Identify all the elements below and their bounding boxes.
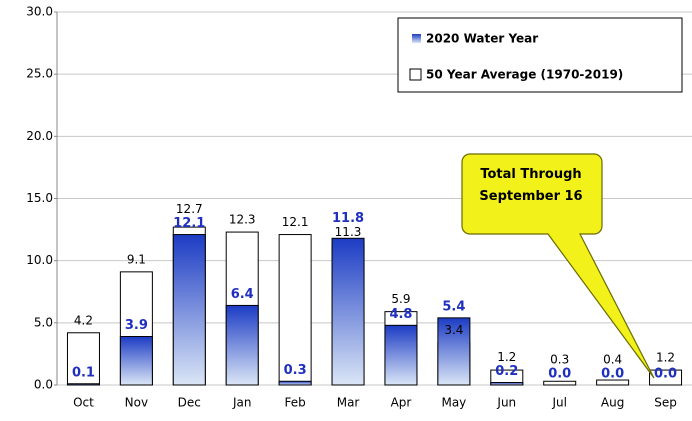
- value-label-2020: 0.0: [601, 367, 624, 382]
- value-label-2020: 0.2: [495, 364, 518, 379]
- y-tick-label: 25.0: [26, 67, 53, 81]
- y-tick-label: 0.0: [34, 378, 53, 392]
- bar-2020: [331, 237, 365, 386]
- y-tick-label: 20.0: [26, 129, 53, 143]
- bar-2020: [66, 383, 100, 386]
- value-label-average: 12.3: [229, 213, 256, 227]
- legend-swatch: [409, 68, 422, 81]
- x-tick-label: Feb: [285, 396, 306, 410]
- x-tick-label: Jun: [496, 396, 516, 410]
- x-tick-label: Nov: [125, 396, 148, 410]
- y-tick-label: 15.0: [26, 191, 53, 205]
- bar-2020: [384, 324, 418, 386]
- legend-label: 2020 Water Year: [426, 32, 538, 46]
- value-label-2020: 0.1: [72, 365, 95, 380]
- y-tick-label: 30.0: [26, 5, 53, 19]
- bar-average: [649, 369, 683, 386]
- legend-label: 50 Year Average (1970-2019): [426, 68, 623, 82]
- value-label-2020: 0.0: [548, 367, 571, 382]
- value-label-2020: 5.4: [442, 299, 465, 314]
- bar-2020: [119, 336, 153, 386]
- x-tick-label: Dec: [178, 396, 201, 410]
- x-tick-label: Aug: [601, 396, 624, 410]
- y-tick-label: 10.0: [26, 253, 53, 267]
- callout-shape: [461, 153, 655, 379]
- value-label-2020: 11.8: [332, 211, 364, 226]
- value-label-2020: 0.0: [654, 367, 677, 382]
- x-tick-label: Apr: [391, 396, 412, 410]
- bar-2020: [172, 234, 206, 386]
- x-tick-label: Jul: [551, 396, 566, 410]
- bar-2020: [490, 382, 524, 386]
- value-label-2020: 0.3: [284, 363, 307, 378]
- value-label-average: 11.3: [335, 225, 362, 239]
- y-tick-label: 5.0: [34, 315, 53, 329]
- legend: 2020 Water Year 50 Year Average (1970-201…: [409, 32, 623, 82]
- legend-swatch: [412, 34, 421, 43]
- bar-average: [278, 234, 312, 386]
- annotation: Total Through September 16: [479, 167, 583, 204]
- bar-average: [66, 332, 100, 386]
- value-label-average: 5.9: [391, 292, 410, 306]
- bar-average: [596, 379, 630, 386]
- value-label-2020: 6.4: [231, 287, 254, 302]
- value-label-average: 3.4: [444, 323, 463, 337]
- value-label-average: 1.2: [497, 350, 516, 364]
- value-label-average: 0.3: [550, 353, 569, 367]
- x-tick-label: Jan: [232, 396, 252, 410]
- value-label-average: 1.2: [656, 351, 675, 365]
- bar-2020: [437, 317, 471, 386]
- legend-box: [397, 17, 683, 93]
- x-tick-label: Oct: [73, 396, 94, 410]
- x-tick-label: Mar: [337, 396, 360, 410]
- bar-2020: [225, 304, 259, 386]
- value-label-2020: 12.1: [173, 216, 205, 231]
- labels: Oct4.20.1Nov9.13.9Dec12.712.1Jan12.36.4F…: [72, 202, 677, 409]
- x-tick-label: Sep: [654, 396, 677, 410]
- value-label-average: 0.4: [603, 353, 622, 367]
- bar-average: [543, 380, 577, 386]
- value-label-average: 4.2: [74, 313, 93, 327]
- value-label-average: 12.7: [176, 202, 203, 216]
- value-label-2020: 3.9: [125, 318, 148, 333]
- bars: [66, 226, 683, 386]
- bar-2020: [278, 380, 312, 386]
- value-label-average: 12.1: [282, 215, 309, 229]
- x-tick-label: May: [441, 396, 466, 410]
- value-label-average: 9.1: [127, 252, 146, 266]
- value-label-2020: 4.8: [389, 307, 412, 322]
